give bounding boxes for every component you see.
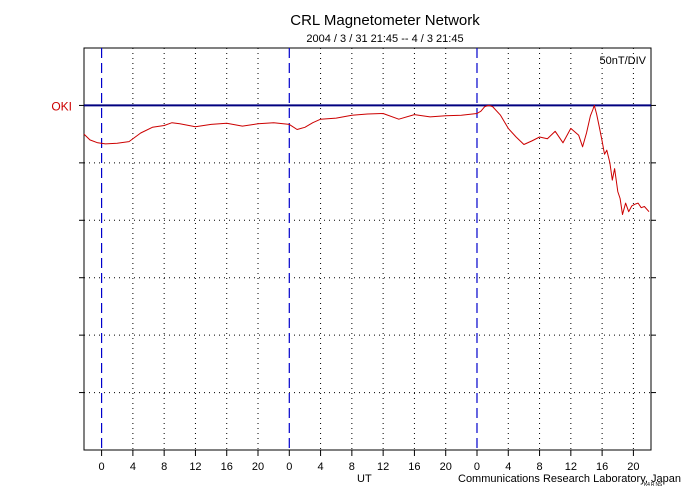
- x-tick-label: 0: [474, 461, 480, 473]
- chart-title: CRL Magnetometer Network: [290, 12, 480, 29]
- x-tick-label: 4: [505, 461, 511, 473]
- x-tick-label: 12: [565, 461, 577, 473]
- x-tick-label: 12: [189, 461, 201, 473]
- data-series-line: [83, 104, 650, 215]
- x-tick-label: 4: [318, 461, 324, 473]
- plot-frame: [83, 47, 652, 451]
- x-tick-label: 16: [221, 461, 233, 473]
- x-tick-label: 8: [349, 461, 355, 473]
- x-tick-label: 16: [596, 461, 608, 473]
- x-axis-label: UT: [357, 473, 372, 485]
- credit-text: Communications Research Laboratory, Japa…: [458, 473, 681, 485]
- x-tick-label: 8: [536, 461, 542, 473]
- x-tick-label: 20: [440, 461, 452, 473]
- chart-subtitle: 2004 / 3 / 31 21:45 -- 4 / 3 21:45: [306, 33, 464, 45]
- x-tick-label: 0: [99, 461, 105, 473]
- series-label: OKI: [51, 99, 72, 113]
- x-tick-label: 12: [377, 461, 389, 473]
- scale-label: 50nT/DIV: [600, 55, 647, 67]
- x-tick-label: 20: [627, 461, 639, 473]
- x-tick-label: 0: [286, 461, 292, 473]
- x-tick-label: 16: [408, 461, 420, 473]
- x-tick-label: 20: [252, 461, 264, 473]
- x-tick-label: 4: [130, 461, 136, 473]
- tiny-stamp: K4 R NS: [644, 482, 663, 488]
- x-tick-label: 8: [161, 461, 167, 473]
